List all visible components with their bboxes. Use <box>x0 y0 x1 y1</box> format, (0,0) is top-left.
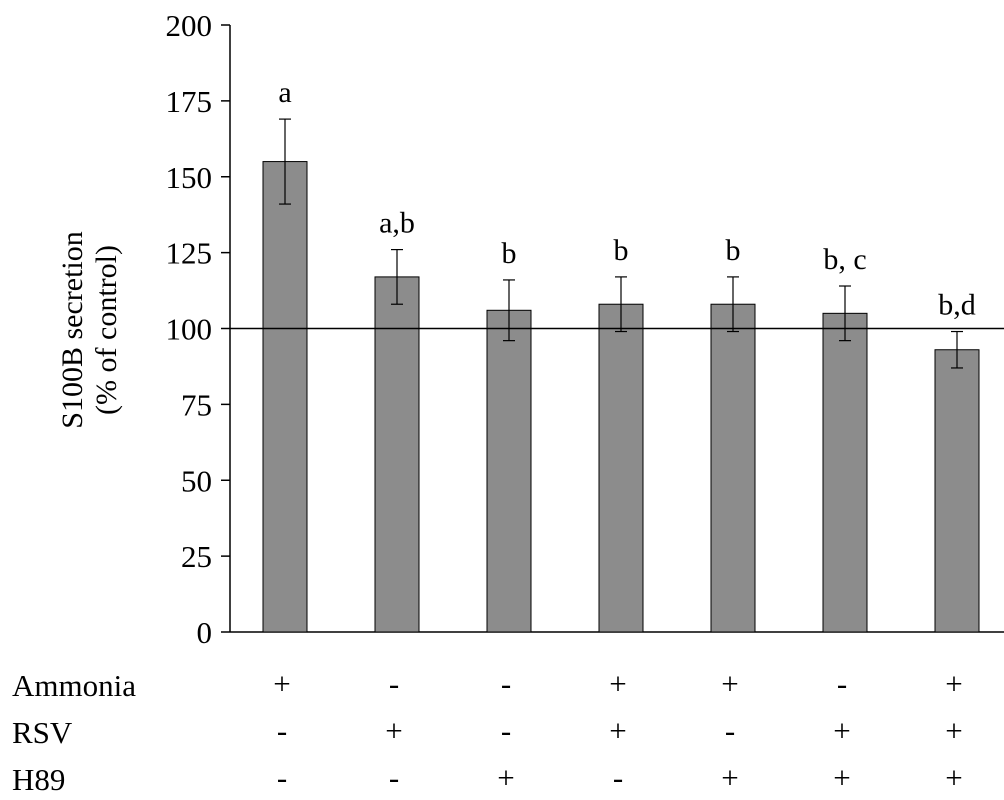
treatment-sign: - <box>501 713 511 748</box>
bar <box>486 309 532 633</box>
significance-label: b <box>726 234 741 267</box>
treatment-sign: - <box>277 760 287 795</box>
treatment-sign: + <box>273 666 290 701</box>
bars-layer: a a,b b b b b, c b,d <box>230 76 1004 633</box>
treatment-sign: - <box>837 666 847 701</box>
y-tick-label: 75 <box>181 387 212 422</box>
bar <box>374 276 420 633</box>
bar <box>262 161 308 633</box>
treatment-sign: + <box>945 713 962 748</box>
significance-label: b, c <box>823 243 866 276</box>
bar <box>934 349 980 633</box>
significance-label: b <box>502 237 517 270</box>
treatment-sign: - <box>277 713 287 748</box>
treatment-sign: + <box>721 666 738 701</box>
treatment-sign: + <box>721 760 738 795</box>
treatment-sign: + <box>833 713 850 748</box>
treatment-sign: + <box>497 760 514 795</box>
y-tick-label: 0 <box>197 615 213 650</box>
treatment-sign: - <box>389 760 399 795</box>
bar <box>822 312 868 633</box>
treatment-sign: - <box>725 713 735 748</box>
y-tick-label: 175 <box>166 84 213 119</box>
y-tick-label: 125 <box>166 236 213 271</box>
y-tick-label: 25 <box>181 539 212 574</box>
treatment-label: RSV <box>12 715 73 750</box>
treatment-sign: - <box>613 760 623 795</box>
y-tick-label: 200 <box>166 8 213 43</box>
y-tick-label: 150 <box>166 160 213 195</box>
y-tick-label: 50 <box>181 463 212 498</box>
treatment-table: Ammonia + - - + + - + RSV - + - + - + + H89 - - + - + + + <box>12 666 963 797</box>
significance-label: a,b <box>379 207 415 240</box>
treatment-sign: + <box>945 760 962 795</box>
treatment-sign: + <box>833 760 850 795</box>
treatment-sign: + <box>945 666 962 701</box>
significance-label: b <box>614 234 629 267</box>
treatment-sign: + <box>609 713 626 748</box>
y-tick-label: 100 <box>166 312 213 347</box>
treatment-sign: + <box>609 666 626 701</box>
treatment-sign: - <box>501 666 511 701</box>
significance-label: a <box>278 76 291 109</box>
treatment-sign: - <box>389 666 399 701</box>
axes-layer: 0 25 50 75 100 125 150 175 200 <box>166 8 1004 650</box>
significance-label: b,d <box>938 289 976 322</box>
y-axis-label-line2: (% of control) <box>90 245 123 415</box>
bar <box>710 303 756 633</box>
treatment-sign: + <box>385 713 402 748</box>
y-axis-label-line1: S100B secretion <box>56 231 89 428</box>
treatment-label: Ammonia <box>12 668 136 703</box>
treatment-label: H89 <box>12 762 65 797</box>
bar <box>598 303 644 633</box>
